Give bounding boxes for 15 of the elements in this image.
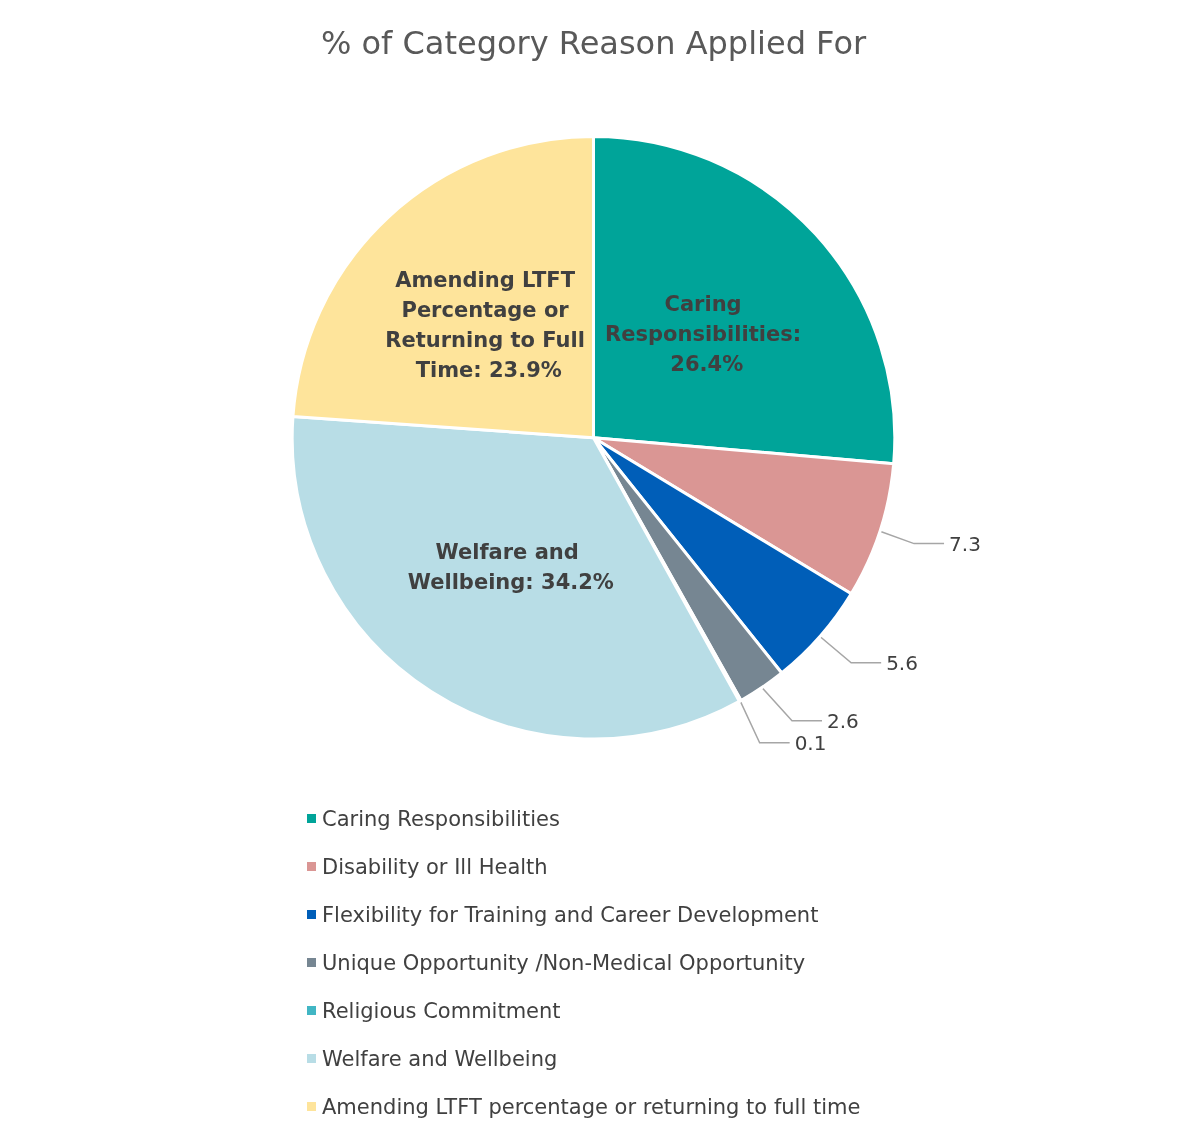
legend-label: Unique Opportunity /Non-Medical Opportunity (322, 950, 806, 975)
chart-title: % of Category Reason Applied For (320, 24, 867, 62)
data-label: Welfare and Wellbeing: 34.2% (407, 540, 614, 595)
legend-label: Disability or Ill Health (322, 854, 548, 879)
data-label: 0.1 (794, 730, 827, 755)
legend-label: Amending LTFT percentage or returning to full time (322, 1094, 861, 1119)
legend-label: Caring Responsibilities (322, 806, 560, 831)
data-label: Amending LTFT Percentage or Returning to Full Time: 23.9% (385, 268, 593, 383)
data-label: 5.6 (886, 650, 918, 675)
data-label: 7.3 (949, 531, 981, 556)
legend-label: Welfare and Wellbeing (322, 1046, 558, 1071)
legend-label: Religious Commitment (322, 998, 561, 1023)
data-label: 2.6 (827, 708, 859, 733)
data-label: Caring Responsibilities: 26.4% (605, 291, 809, 376)
legend-label: Flexibility for Training and Career Development (322, 902, 819, 927)
